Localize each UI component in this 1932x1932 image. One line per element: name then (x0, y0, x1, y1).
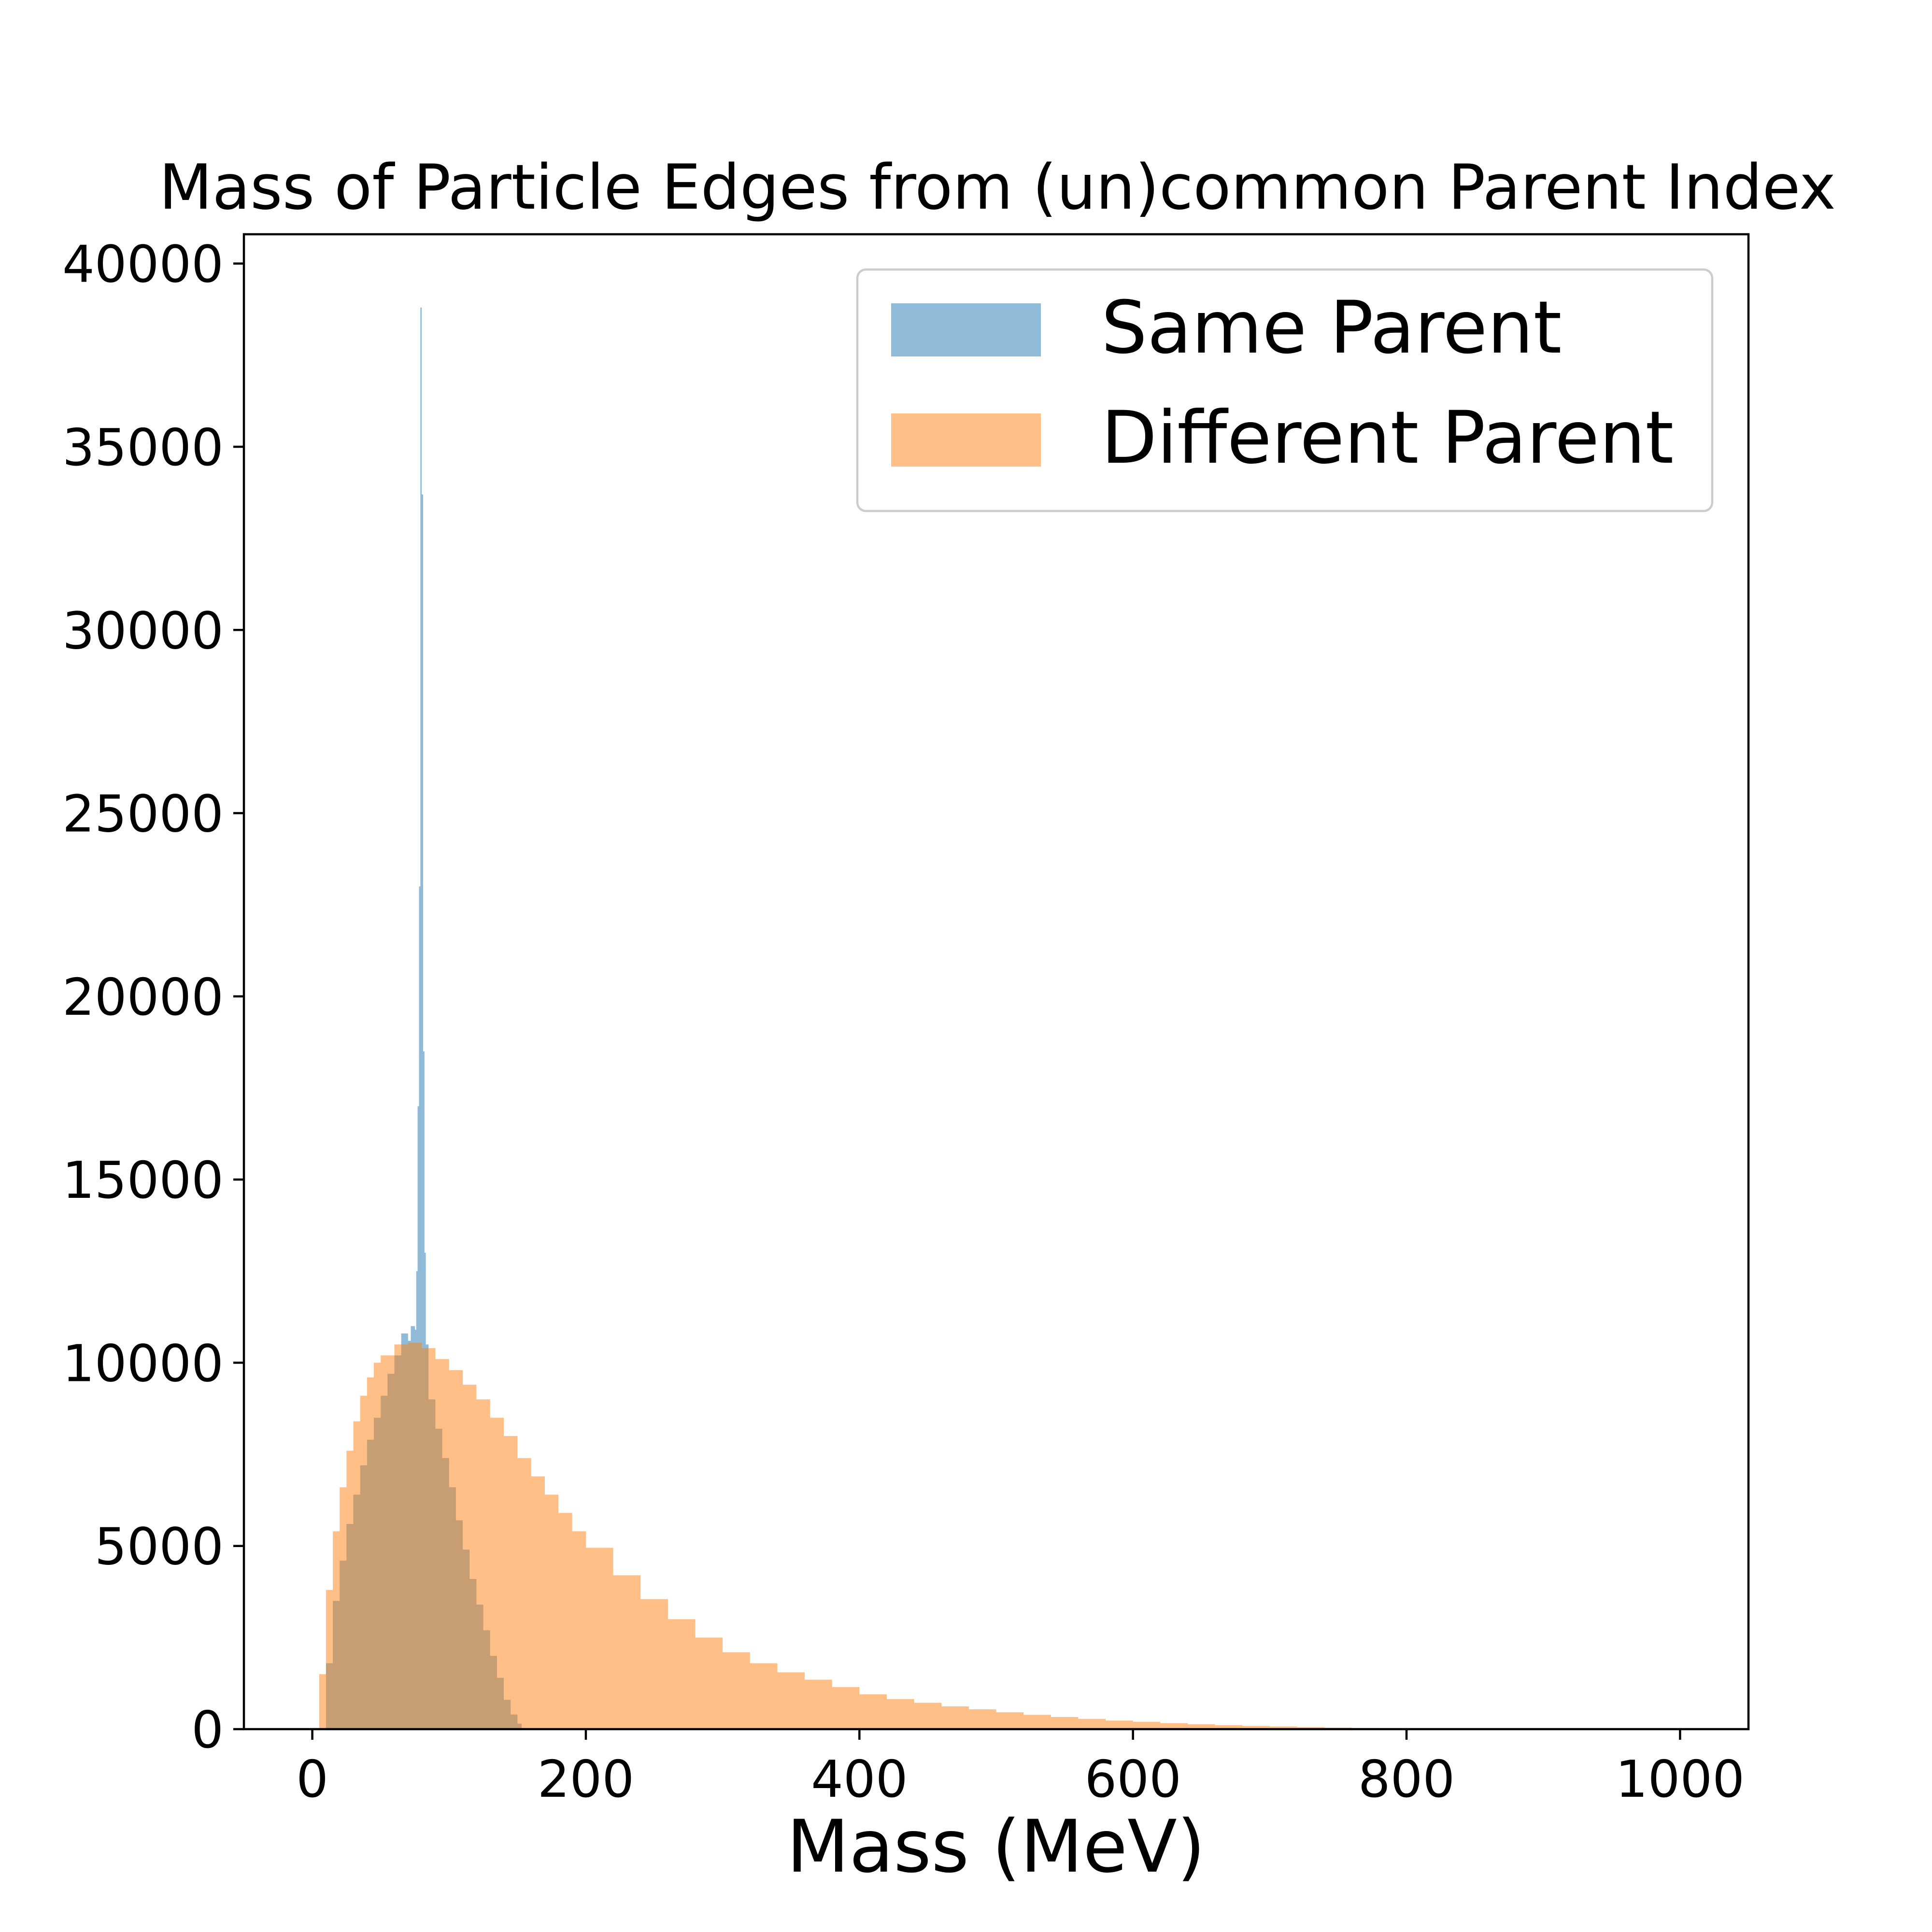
plot-frame (242, 233, 1750, 1731)
legend-frame (856, 268, 1714, 512)
x-tick-label: 800 (1358, 1750, 1455, 1809)
y-tick-label: 15000 (62, 1151, 224, 1210)
x-tick-label: 400 (811, 1750, 908, 1809)
y-tick-label: 30000 (62, 601, 224, 660)
y-tick-label: 35000 (62, 418, 224, 477)
y-tick-label: 25000 (62, 785, 224, 844)
legend-label: Different Parent (1101, 396, 1674, 480)
x-tick-label: 600 (1084, 1750, 1181, 1809)
x-tick-label: 0 (296, 1750, 328, 1809)
x-tick-label: 200 (538, 1750, 634, 1809)
x-tick-label: 1000 (1616, 1750, 1745, 1809)
x-axis: 0 200 400 600 800 1000 (296, 1729, 1745, 1809)
legend-swatch (891, 413, 1041, 467)
series-same-parent-histogram (312, 307, 531, 1729)
y-tick-label: 10000 (62, 1334, 224, 1393)
y-tick-label: 0 (191, 1701, 224, 1760)
x-axis-label: Mass (MeV) (787, 1805, 1206, 1889)
series-different-parent-histogram (312, 1342, 1680, 1729)
y-tick-label: 5000 (95, 1518, 224, 1577)
legend-swatch (891, 303, 1041, 356)
y-tick-label: 40000 (62, 235, 224, 294)
legend: Same Parent Different Parent (856, 268, 1714, 512)
legend-label: Same Parent (1101, 286, 1562, 370)
plot-area (242, 233, 1750, 1731)
y-tick-label: 20000 (62, 968, 224, 1027)
y-axis: 0 5000 10000 15000 20000 25000 30000 35000 40000 (62, 235, 244, 1760)
chart-title: Mass of Particle Edges from (un)common P… (159, 152, 1836, 224)
